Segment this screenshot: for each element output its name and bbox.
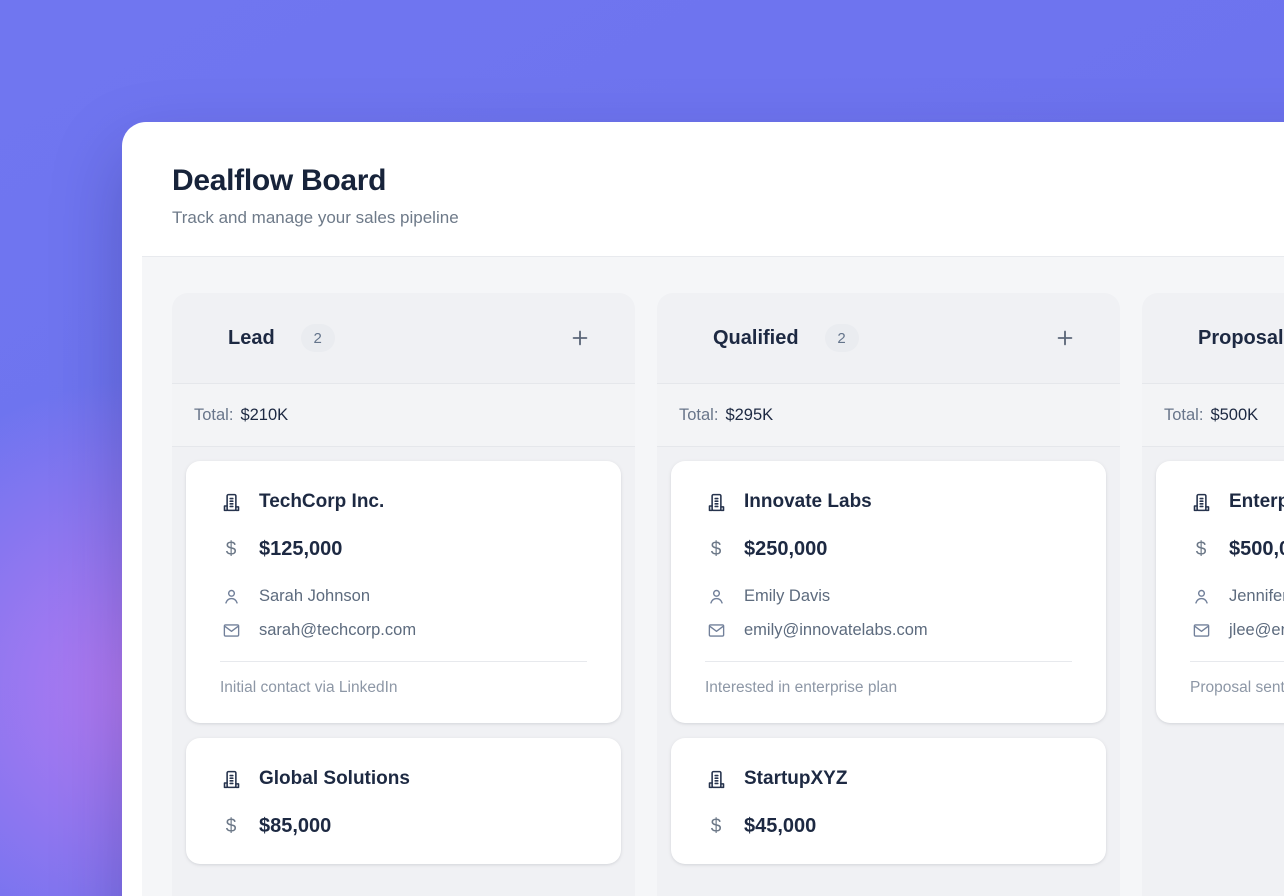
deal-value: $85,000 <box>259 815 332 837</box>
building-icon <box>220 769 242 790</box>
mail-icon <box>220 621 242 640</box>
dollar-icon: $ <box>225 815 237 837</box>
building-icon <box>220 492 242 513</box>
mail-icon <box>1190 621 1212 640</box>
page-title: Dealflow Board <box>172 164 387 197</box>
column-total: Total: $210K <box>172 383 635 447</box>
card-list: Innovate Labs $ $250,000 Emily Davis emily@i… <box>657 447 1120 878</box>
deal-card[interactable]: TechCorp Inc. $ $125,000 Sarah Johnson sarah… <box>186 461 621 723</box>
company-name: Global Solutions <box>259 768 410 789</box>
column-title: Qualified <box>713 326 799 349</box>
user-icon <box>705 587 727 606</box>
deal-note: Interested in enterprise plan <box>705 679 898 696</box>
column-header: Qualified 2 <box>657 293 1120 383</box>
card-divider <box>705 661 1072 662</box>
add-deal-button[interactable] <box>1050 323 1080 353</box>
contact-email: emily@innovatelabs.com <box>744 621 928 639</box>
deal-note: Proposal sent <box>1190 679 1284 696</box>
company-name: TechCorp Inc. <box>259 491 385 512</box>
contact-name: Jennifer Lee <box>1229 587 1284 605</box>
building-icon <box>705 769 727 790</box>
total-label: Total: <box>194 405 234 424</box>
dollar-icon: $ <box>1195 538 1207 560</box>
app-window: Dealflow Board Track and manage your sal… <box>122 122 1284 896</box>
contact-email: sarah@techcorp.com <box>259 621 417 639</box>
contact-name: Emily Davis <box>744 587 831 605</box>
card-list: TechCorp Inc. $ $125,000 Sarah Johnson sarah… <box>172 447 635 878</box>
deal-note: Initial contact via LinkedIn <box>220 679 398 696</box>
column-lead: Lead 2 Total: $210K TechCorp Inc. $ $125,000 Sa… <box>172 293 635 896</box>
column-title: Proposal <box>1198 326 1284 349</box>
total-value: $210K <box>240 405 289 424</box>
contact-name: Sarah Johnson <box>259 587 370 605</box>
company-name: Enterprise Corp <box>1229 491 1284 512</box>
contact-email: jlee@enterprise.com <box>1229 621 1284 639</box>
column-header: Proposal <box>1142 293 1284 383</box>
deal-value: $45,000 <box>744 815 817 837</box>
board-header: Dealflow Board Track and manage your sal… <box>122 122 1284 256</box>
column-proposal: Proposal Total: $500K Enterprise Corp $ $500,… <box>1142 293 1284 896</box>
pipeline-board: Lead 2 Total: $210K TechCorp Inc. $ $125,000 Sa… <box>142 256 1284 896</box>
column-total: Total: $500K <box>1142 383 1284 447</box>
total-label: Total: <box>1164 405 1204 424</box>
card-list: Enterprise Corp $ $500,000 Jennifer Lee jlee… <box>1142 447 1284 737</box>
mail-icon <box>705 621 727 640</box>
deal-card[interactable]: Global Solutions $ $85,000 <box>186 738 621 864</box>
column-count-badge: 2 <box>824 324 859 352</box>
column-total: Total: $295K <box>657 383 1120 447</box>
deal-card[interactable]: StartupXYZ $ $45,000 <box>671 738 1106 864</box>
company-name: StartupXYZ <box>744 768 848 789</box>
dollar-icon: $ <box>225 538 237 560</box>
add-deal-button[interactable] <box>565 323 595 353</box>
column-count-badge: 2 <box>300 324 335 352</box>
dollar-icon: $ <box>710 538 722 560</box>
building-icon <box>1190 492 1212 513</box>
page-subtitle: Track and manage your sales pipeline <box>172 208 459 227</box>
total-value: $500K <box>1210 405 1259 424</box>
total-value: $295K <box>725 405 774 424</box>
total-label: Total: <box>679 405 719 424</box>
user-icon <box>1190 587 1212 606</box>
company-name: Innovate Labs <box>744 491 872 512</box>
deal-card[interactable]: Innovate Labs $ $250,000 Emily Davis emily@i… <box>671 461 1106 723</box>
column-title: Lead <box>228 326 275 349</box>
building-icon <box>705 492 727 513</box>
column-header: Lead 2 <box>172 293 635 383</box>
card-divider <box>1190 661 1284 662</box>
deal-value: $250,000 <box>744 538 828 560</box>
dollar-icon: $ <box>710 815 722 837</box>
user-icon <box>220 587 242 606</box>
plus-icon <box>569 327 591 349</box>
deal-value: $125,000 <box>259 538 343 560</box>
plus-icon <box>1054 327 1076 349</box>
card-divider <box>220 661 587 662</box>
deal-card[interactable]: Enterprise Corp $ $500,000 Jennifer Lee jlee… <box>1156 461 1284 723</box>
column-qualified: Qualified 2 Total: $295K Innovate Labs $ $250,… <box>657 293 1120 896</box>
deal-value: $500,000 <box>1229 538 1284 560</box>
